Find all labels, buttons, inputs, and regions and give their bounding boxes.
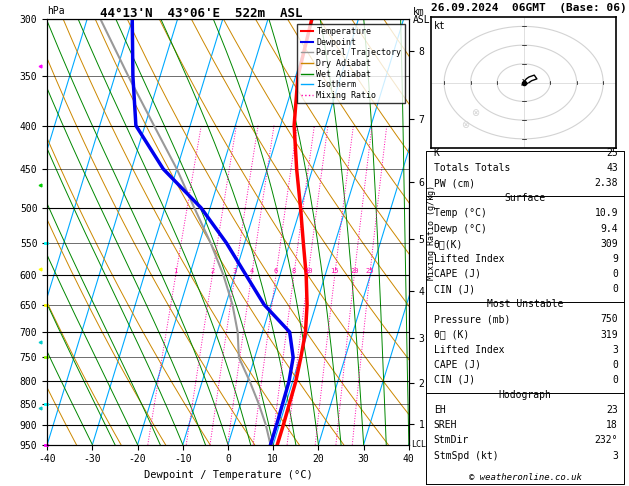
Text: $\otimes$: $\otimes$ xyxy=(471,107,481,119)
Text: θᴇ (K): θᴇ (K) xyxy=(434,330,469,340)
Text: ASL: ASL xyxy=(413,15,431,25)
Text: Most Unstable: Most Unstable xyxy=(487,299,563,309)
Text: 0: 0 xyxy=(612,375,618,385)
Text: Hodograph: Hodograph xyxy=(498,390,552,400)
Y-axis label: Mixing Ratio (g/kg): Mixing Ratio (g/kg) xyxy=(427,185,437,279)
Text: 26.09.2024  06GMT  (Base: 06): 26.09.2024 06GMT (Base: 06) xyxy=(431,3,626,14)
Text: SREH: SREH xyxy=(434,420,457,430)
Text: 44°13'N  43°06'E  522m  ASL: 44°13'N 43°06'E 522m ASL xyxy=(100,7,303,20)
Text: hPa: hPa xyxy=(47,6,65,17)
Text: 2.38: 2.38 xyxy=(594,178,618,188)
Text: 23: 23 xyxy=(606,405,618,415)
Text: 0: 0 xyxy=(612,360,618,370)
Text: Totals Totals: Totals Totals xyxy=(434,163,510,173)
Text: Surface: Surface xyxy=(504,193,545,203)
X-axis label: Dewpoint / Temperature (°C): Dewpoint / Temperature (°C) xyxy=(143,470,313,480)
Text: Pressure (mb): Pressure (mb) xyxy=(434,314,510,324)
Text: 43: 43 xyxy=(606,163,618,173)
Text: StmSpd (kt): StmSpd (kt) xyxy=(434,451,498,461)
Text: CAPE (J): CAPE (J) xyxy=(434,360,481,370)
Text: 309: 309 xyxy=(601,239,618,249)
Text: km: km xyxy=(413,7,425,17)
Text: $\otimes$: $\otimes$ xyxy=(460,119,470,130)
Text: 18: 18 xyxy=(606,420,618,430)
Text: EH: EH xyxy=(434,405,445,415)
Text: 9.4: 9.4 xyxy=(601,224,618,234)
Text: CIN (J): CIN (J) xyxy=(434,284,475,294)
Text: 2: 2 xyxy=(210,268,214,275)
Text: CIN (J): CIN (J) xyxy=(434,375,475,385)
Text: 750: 750 xyxy=(601,314,618,324)
Text: CAPE (J): CAPE (J) xyxy=(434,269,481,279)
Text: 0: 0 xyxy=(612,269,618,279)
Text: 0: 0 xyxy=(612,284,618,294)
Text: Temp (°C): Temp (°C) xyxy=(434,208,487,219)
Text: 8: 8 xyxy=(292,268,296,275)
Text: LCL: LCL xyxy=(411,440,426,449)
Text: 15: 15 xyxy=(330,268,339,275)
Text: 25: 25 xyxy=(365,268,374,275)
Text: 9: 9 xyxy=(612,254,618,264)
Text: 1: 1 xyxy=(174,268,178,275)
Text: kt: kt xyxy=(433,21,445,31)
Text: K: K xyxy=(434,148,440,158)
Text: θᴇ(K): θᴇ(K) xyxy=(434,239,463,249)
Text: PW (cm): PW (cm) xyxy=(434,178,475,188)
Text: 3: 3 xyxy=(612,345,618,355)
Text: 319: 319 xyxy=(601,330,618,340)
Text: Dewp (°C): Dewp (°C) xyxy=(434,224,487,234)
Text: 25: 25 xyxy=(606,148,618,158)
Text: 3: 3 xyxy=(233,268,237,275)
Text: 10.9: 10.9 xyxy=(594,208,618,219)
Text: Lifted Index: Lifted Index xyxy=(434,254,504,264)
Text: © weatheronline.co.uk: © weatheronline.co.uk xyxy=(469,473,582,482)
Text: 10: 10 xyxy=(304,268,313,275)
Text: 4: 4 xyxy=(250,268,253,275)
Text: 232°: 232° xyxy=(594,435,618,446)
Text: 3: 3 xyxy=(612,451,618,461)
Legend: Temperature, Dewpoint, Parcel Trajectory, Dry Adiabat, Wet Adiabat, Isotherm, Mi: Temperature, Dewpoint, Parcel Trajectory… xyxy=(297,24,404,103)
Text: 20: 20 xyxy=(350,268,359,275)
Text: StmDir: StmDir xyxy=(434,435,469,446)
Text: Lifted Index: Lifted Index xyxy=(434,345,504,355)
Text: 6: 6 xyxy=(274,268,278,275)
